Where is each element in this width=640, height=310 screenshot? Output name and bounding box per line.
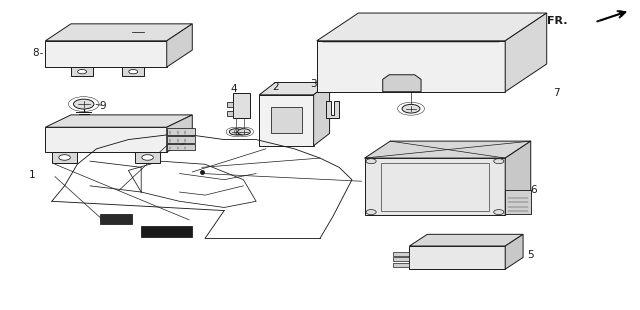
Circle shape [129,69,138,74]
Circle shape [59,155,70,160]
Polygon shape [167,115,192,152]
Polygon shape [271,107,302,133]
Polygon shape [71,67,93,76]
Circle shape [493,210,504,215]
Circle shape [77,69,86,74]
Polygon shape [394,252,410,256]
Polygon shape [45,115,192,127]
Polygon shape [100,214,132,224]
Polygon shape [167,144,195,150]
Polygon shape [141,226,192,237]
Polygon shape [505,13,547,92]
Circle shape [142,155,154,160]
Polygon shape [505,141,531,215]
Polygon shape [314,82,330,146]
Polygon shape [365,141,531,158]
Circle shape [237,129,250,135]
Circle shape [402,104,420,113]
Text: 2: 2 [272,82,278,92]
Polygon shape [167,136,195,143]
Polygon shape [167,128,195,135]
Polygon shape [135,152,161,163]
Polygon shape [45,41,167,67]
Polygon shape [167,24,192,67]
Polygon shape [505,234,523,269]
Circle shape [229,129,242,135]
Text: 4: 4 [230,84,237,94]
Polygon shape [410,246,505,269]
Polygon shape [259,95,314,146]
Polygon shape [122,67,145,76]
Circle shape [366,159,376,164]
Polygon shape [45,127,167,152]
Text: 3: 3 [310,79,317,89]
Polygon shape [365,158,505,215]
Polygon shape [52,152,77,163]
Polygon shape [317,41,505,92]
Text: 7: 7 [553,88,559,98]
Polygon shape [232,93,250,118]
Circle shape [493,159,504,164]
Polygon shape [259,82,330,95]
Text: FR.: FR. [547,16,567,26]
Polygon shape [394,263,410,267]
Text: 8: 8 [33,48,39,58]
Polygon shape [45,24,192,41]
Polygon shape [394,258,410,261]
Polygon shape [317,13,547,41]
Circle shape [74,99,94,109]
Polygon shape [383,75,421,92]
Polygon shape [326,101,339,118]
Circle shape [366,210,376,215]
Polygon shape [227,111,232,117]
Polygon shape [410,234,523,246]
Polygon shape [505,190,531,214]
Text: 9: 9 [100,101,106,111]
Polygon shape [227,102,232,107]
Text: 6: 6 [531,185,537,196]
Text: 5: 5 [527,250,534,260]
Text: 1: 1 [29,170,36,180]
